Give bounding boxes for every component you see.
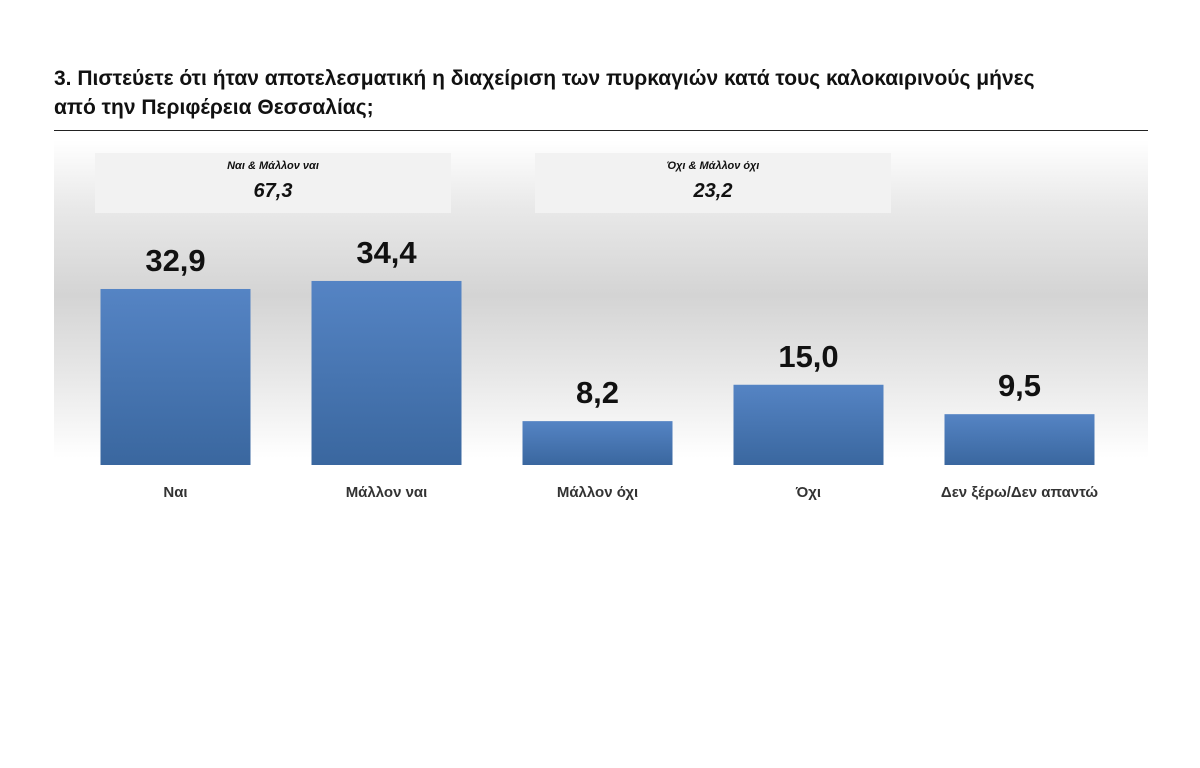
group-value-no: 23,2 — [693, 180, 733, 202]
bar-4 — [733, 384, 884, 465]
bar-value-label-4: 15,0 — [778, 339, 838, 374]
bar-3 — [522, 421, 673, 465]
bar-value-label-5: 9,5 — [998, 368, 1041, 403]
category-label-1: Ναι — [163, 484, 187, 501]
question-title: 3. Πιστεύετε ότι ήταν αποτελεσματική η δ… — [54, 67, 1035, 119]
group-box-yes: Ναι & Μάλλον ναι 67,3 — [95, 153, 451, 213]
bar-2 — [311, 280, 462, 465]
title-divider — [54, 130, 1148, 131]
group-label-yes: Ναι & Μάλλον ναι — [227, 160, 319, 172]
category-label-3: Μάλλον όχι — [557, 484, 638, 501]
group-value-yes: 67,3 — [253, 180, 293, 202]
group-label-no: Όχι & Μάλλον όχι — [666, 160, 760, 172]
bar-value-label-3: 8,2 — [576, 375, 619, 410]
category-label-5: Δεν ξέρω/Δεν απαντώ — [941, 484, 1099, 501]
category-label-2: Μάλλον ναι — [346, 484, 428, 501]
bar-1 — [100, 288, 251, 465]
bar-5 — [944, 414, 1095, 465]
group-box-no: Όχι & Μάλλον όχι 23,2 — [535, 153, 891, 213]
bar-value-label-1: 32,9 — [145, 243, 205, 278]
category-label-4: Όχι — [795, 484, 821, 501]
bar-value-label-2: 34,4 — [356, 235, 417, 270]
